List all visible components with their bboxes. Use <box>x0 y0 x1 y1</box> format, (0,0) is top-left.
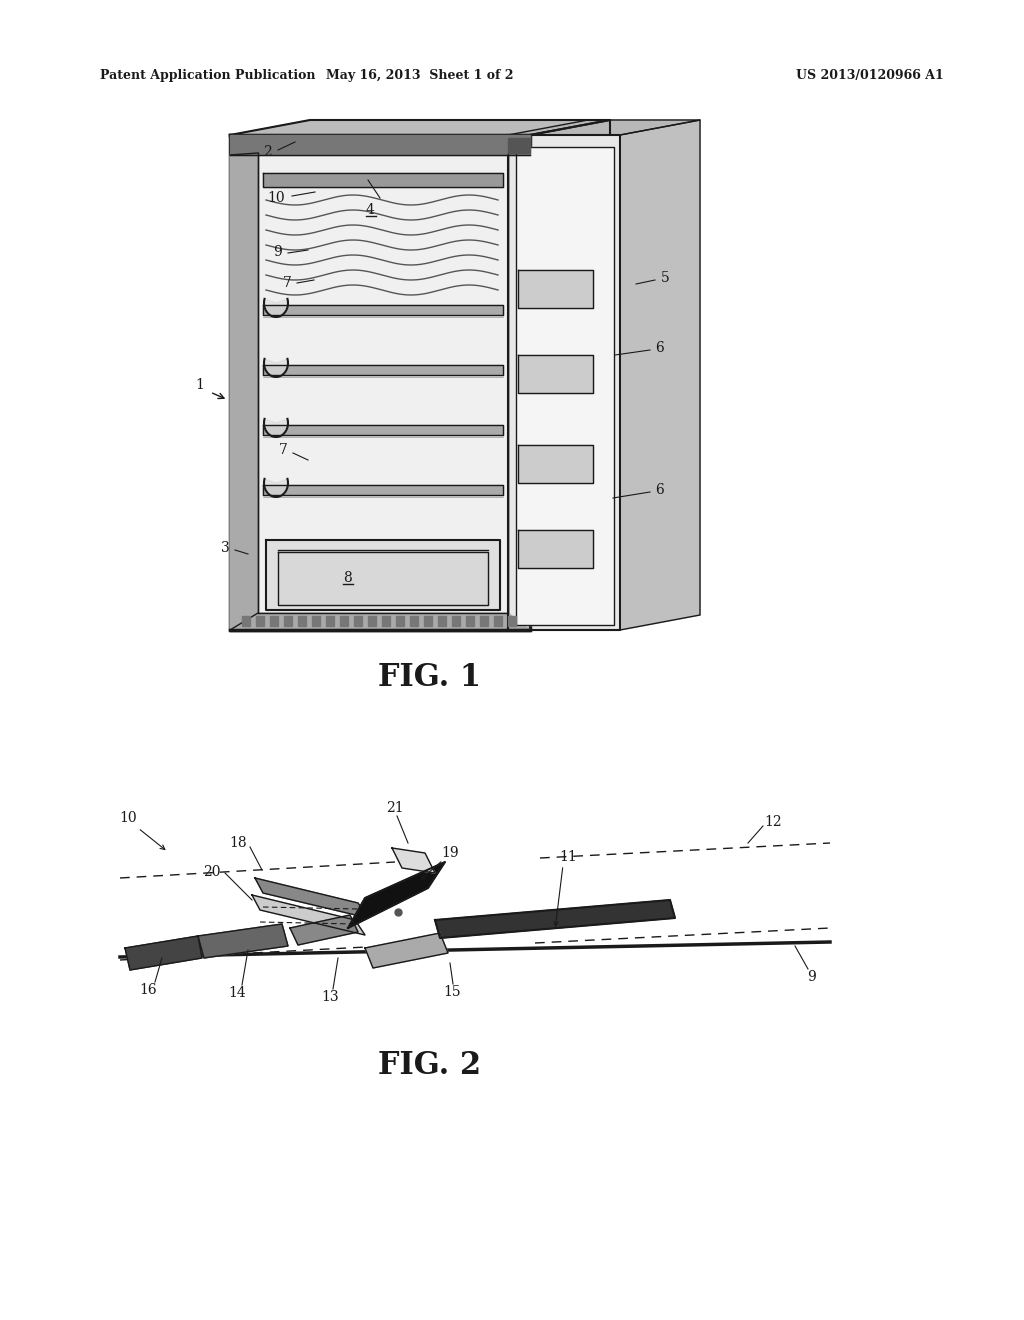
Text: 9: 9 <box>808 970 816 983</box>
Polygon shape <box>365 933 449 968</box>
Polygon shape <box>252 895 365 935</box>
Polygon shape <box>518 355 593 393</box>
Text: 2: 2 <box>262 145 271 158</box>
Text: May 16, 2013  Sheet 1 of 2: May 16, 2013 Sheet 1 of 2 <box>327 69 514 82</box>
Text: Patent Application Publication: Patent Application Publication <box>100 69 315 82</box>
Polygon shape <box>518 445 593 483</box>
Polygon shape <box>312 616 319 626</box>
Text: 10: 10 <box>267 191 285 205</box>
Polygon shape <box>508 120 700 135</box>
Polygon shape <box>255 878 368 917</box>
Text: 16: 16 <box>139 983 157 997</box>
Text: 5: 5 <box>660 271 670 285</box>
Polygon shape <box>340 616 348 626</box>
Text: 8: 8 <box>343 572 351 585</box>
Text: 20: 20 <box>203 865 221 879</box>
Text: 7: 7 <box>283 276 292 290</box>
Polygon shape <box>494 616 502 626</box>
Polygon shape <box>452 616 460 626</box>
Polygon shape <box>354 616 362 626</box>
Polygon shape <box>230 120 610 135</box>
Polygon shape <box>392 847 435 873</box>
Polygon shape <box>264 418 288 437</box>
Text: 4: 4 <box>366 203 375 216</box>
Text: 10: 10 <box>119 810 137 825</box>
Text: 19: 19 <box>441 846 459 861</box>
Polygon shape <box>270 616 278 626</box>
Polygon shape <box>480 616 488 626</box>
Text: 9: 9 <box>273 246 283 259</box>
Polygon shape <box>382 616 390 626</box>
Polygon shape <box>264 359 288 378</box>
Polygon shape <box>508 135 620 630</box>
Polygon shape <box>438 616 446 626</box>
Polygon shape <box>230 135 530 154</box>
Polygon shape <box>230 612 530 630</box>
Polygon shape <box>230 153 258 630</box>
Polygon shape <box>266 540 500 610</box>
Polygon shape <box>230 135 530 630</box>
Polygon shape <box>620 120 700 630</box>
Text: 14: 14 <box>228 986 246 1001</box>
Text: 6: 6 <box>655 483 665 498</box>
Polygon shape <box>326 616 334 626</box>
Text: 1: 1 <box>196 378 205 392</box>
Text: 11: 11 <box>559 850 577 865</box>
Polygon shape <box>198 924 288 958</box>
Text: FIG. 1: FIG. 1 <box>379 663 481 693</box>
Text: US 2013/0120966 A1: US 2013/0120966 A1 <box>796 69 944 82</box>
Polygon shape <box>518 271 593 308</box>
Polygon shape <box>396 616 404 626</box>
Polygon shape <box>263 173 503 187</box>
Polygon shape <box>242 616 250 626</box>
Polygon shape <box>518 531 593 568</box>
Text: 15: 15 <box>443 985 461 999</box>
Polygon shape <box>516 147 614 624</box>
Polygon shape <box>264 479 288 498</box>
Polygon shape <box>258 153 508 612</box>
Polygon shape <box>530 120 610 630</box>
Polygon shape <box>466 616 474 626</box>
Text: 12: 12 <box>764 814 781 829</box>
Polygon shape <box>435 900 675 939</box>
Polygon shape <box>125 936 202 970</box>
Polygon shape <box>263 305 503 315</box>
Polygon shape <box>284 616 292 626</box>
Polygon shape <box>278 552 488 605</box>
Polygon shape <box>298 616 306 626</box>
Text: 13: 13 <box>322 990 339 1005</box>
Text: 18: 18 <box>229 836 247 850</box>
Text: FIG. 2: FIG. 2 <box>379 1049 481 1081</box>
Polygon shape <box>256 616 264 626</box>
Text: 3: 3 <box>220 541 229 554</box>
Text: 21: 21 <box>386 801 403 814</box>
Polygon shape <box>263 366 503 375</box>
Polygon shape <box>264 298 288 317</box>
Text: 7: 7 <box>279 444 288 457</box>
Polygon shape <box>410 616 418 626</box>
Polygon shape <box>508 139 530 153</box>
Polygon shape <box>263 484 503 495</box>
Polygon shape <box>508 616 516 626</box>
Polygon shape <box>348 862 445 928</box>
Text: 6: 6 <box>655 341 665 355</box>
Polygon shape <box>368 616 376 626</box>
Polygon shape <box>424 616 432 626</box>
Polygon shape <box>290 915 358 945</box>
Polygon shape <box>263 425 503 436</box>
